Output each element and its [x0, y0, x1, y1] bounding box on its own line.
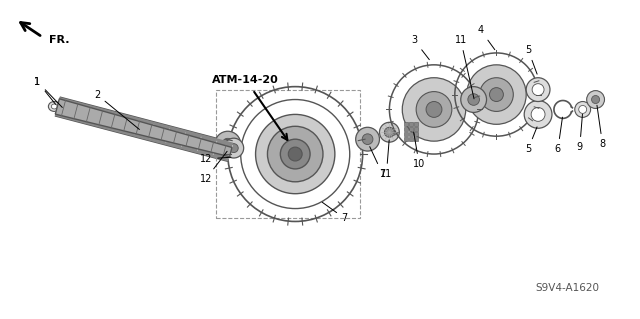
- Ellipse shape: [575, 101, 591, 117]
- Text: 2: 2: [94, 90, 140, 130]
- Ellipse shape: [356, 127, 380, 151]
- Ellipse shape: [380, 122, 399, 142]
- Bar: [404, 122, 408, 126]
- Text: 11: 11: [380, 140, 392, 179]
- Ellipse shape: [49, 101, 60, 111]
- Text: 7: 7: [370, 147, 385, 179]
- Bar: [414, 122, 418, 126]
- Bar: [404, 137, 408, 141]
- Ellipse shape: [224, 138, 244, 158]
- Ellipse shape: [288, 147, 302, 161]
- Ellipse shape: [215, 131, 241, 157]
- Bar: [409, 122, 413, 126]
- Text: S9V4-A1620: S9V4-A1620: [536, 283, 600, 293]
- Text: 12: 12: [200, 151, 227, 184]
- Ellipse shape: [222, 138, 234, 150]
- Ellipse shape: [532, 84, 544, 96]
- Text: 5: 5: [525, 45, 537, 74]
- Ellipse shape: [60, 108, 65, 111]
- Ellipse shape: [426, 101, 442, 117]
- Ellipse shape: [58, 106, 67, 114]
- Bar: [404, 132, 408, 136]
- Ellipse shape: [268, 126, 323, 182]
- Ellipse shape: [51, 104, 58, 109]
- Text: 11: 11: [454, 35, 474, 99]
- Ellipse shape: [385, 127, 394, 137]
- Bar: [409, 127, 413, 131]
- Ellipse shape: [467, 65, 526, 124]
- Ellipse shape: [587, 91, 605, 108]
- Text: 1: 1: [35, 77, 56, 104]
- Text: 3: 3: [411, 35, 429, 60]
- Ellipse shape: [229, 144, 238, 152]
- Text: 1: 1: [35, 77, 62, 108]
- Text: 12: 12: [200, 154, 231, 164]
- Bar: [409, 137, 413, 141]
- Ellipse shape: [468, 94, 479, 105]
- Text: 8: 8: [597, 105, 605, 149]
- Bar: [409, 132, 413, 136]
- Ellipse shape: [416, 92, 452, 127]
- Text: 9: 9: [577, 114, 583, 152]
- Ellipse shape: [591, 95, 600, 104]
- Text: 7: 7: [323, 202, 348, 224]
- Ellipse shape: [255, 115, 335, 194]
- Ellipse shape: [362, 134, 373, 145]
- Text: 10: 10: [413, 132, 425, 169]
- Bar: [414, 132, 418, 136]
- Ellipse shape: [490, 88, 504, 101]
- Bar: [404, 127, 408, 131]
- Text: 4: 4: [477, 25, 495, 50]
- Bar: [414, 127, 418, 131]
- Bar: [414, 137, 418, 141]
- Text: 5: 5: [525, 127, 537, 154]
- Ellipse shape: [531, 108, 545, 121]
- Text: FR.: FR.: [49, 35, 70, 45]
- Ellipse shape: [479, 78, 513, 111]
- Ellipse shape: [526, 78, 550, 101]
- Ellipse shape: [461, 87, 486, 112]
- Ellipse shape: [579, 106, 587, 114]
- Text: 6: 6: [555, 117, 563, 154]
- Ellipse shape: [403, 78, 466, 141]
- Ellipse shape: [524, 100, 552, 128]
- Polygon shape: [55, 99, 232, 157]
- Text: ATM-14-20: ATM-14-20: [212, 75, 279, 85]
- Ellipse shape: [280, 139, 310, 169]
